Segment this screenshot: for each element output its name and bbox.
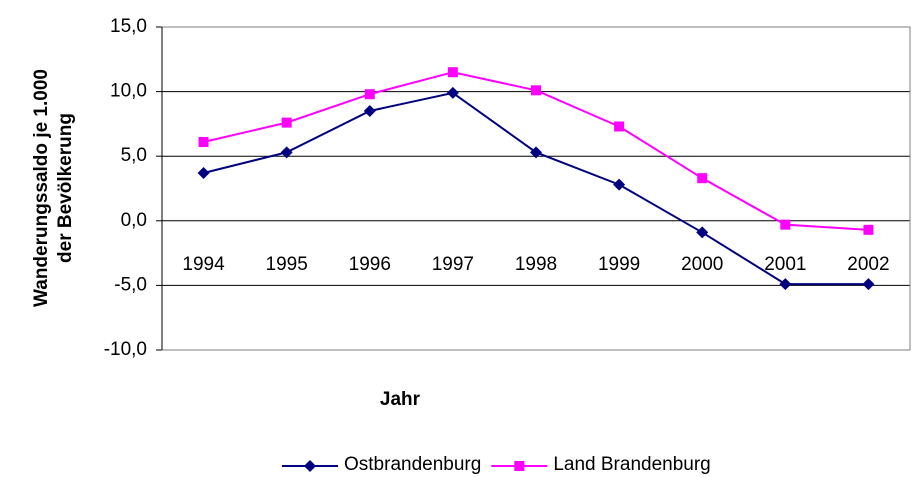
point [696,226,709,239]
point [447,67,458,78]
point [198,136,209,147]
point [197,166,210,179]
point [779,278,792,291]
y-tick-label: 15,0 [110,16,147,37]
y-tick-label: 5,0 [121,145,147,166]
x-tick-label: 1998 [515,254,557,275]
point [531,85,541,96]
x-tick-label: 2002 [847,254,889,275]
y-tick-label: -5,0 [114,274,147,295]
legend-label: Ostbrandenburg [344,454,481,475]
point [280,146,293,159]
point [530,146,542,159]
point [281,117,292,128]
x-tick-label: 1997 [432,254,474,275]
point [863,224,874,235]
point [697,173,708,184]
x-tick-label: 1996 [349,254,391,275]
point [363,104,376,117]
point [614,121,625,132]
y-axis-title: der Bevölkerung [55,113,76,263]
point [446,86,459,99]
legend-marker [304,460,316,472]
y-tick-label: 0,0 [121,210,147,231]
y-tick-label: 10,0 [110,81,147,102]
x-tick-label: 1999 [598,254,640,275]
y-tick-label: -10,0 [104,339,147,360]
x-axis-title: Jahr [380,389,421,410]
point [364,89,375,100]
y-axis-title: Wanderungssaldo je 1.000 [31,69,52,307]
x-tick-label: 2000 [681,254,723,275]
x-tick-label: 1994 [182,254,225,275]
point [862,278,875,291]
plot-border [161,26,911,351]
legend-label: Land Brandenburg [553,454,710,475]
x-tick-label: 2001 [764,254,806,275]
legend-marker [514,461,525,471]
point [613,178,626,191]
x-tick-label: 1995 [266,254,308,275]
point [780,219,791,230]
